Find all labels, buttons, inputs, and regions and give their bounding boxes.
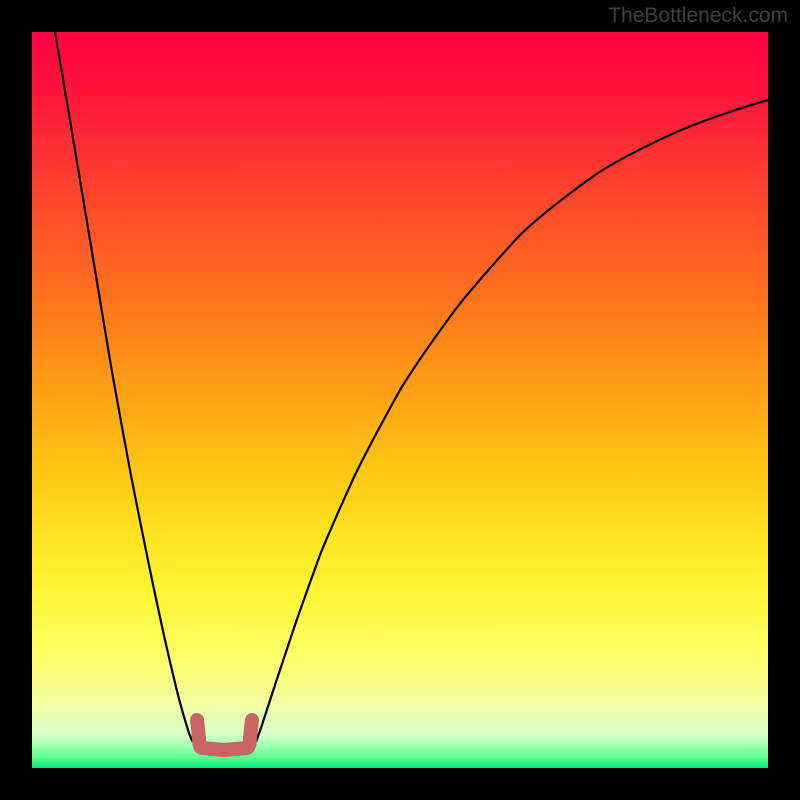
bottleneck-chart-container: TheBottleneck.com [0,0,800,800]
chart-svg [0,0,800,800]
plot-background [32,32,768,768]
watermark-text: TheBottleneck.com [608,4,788,28]
